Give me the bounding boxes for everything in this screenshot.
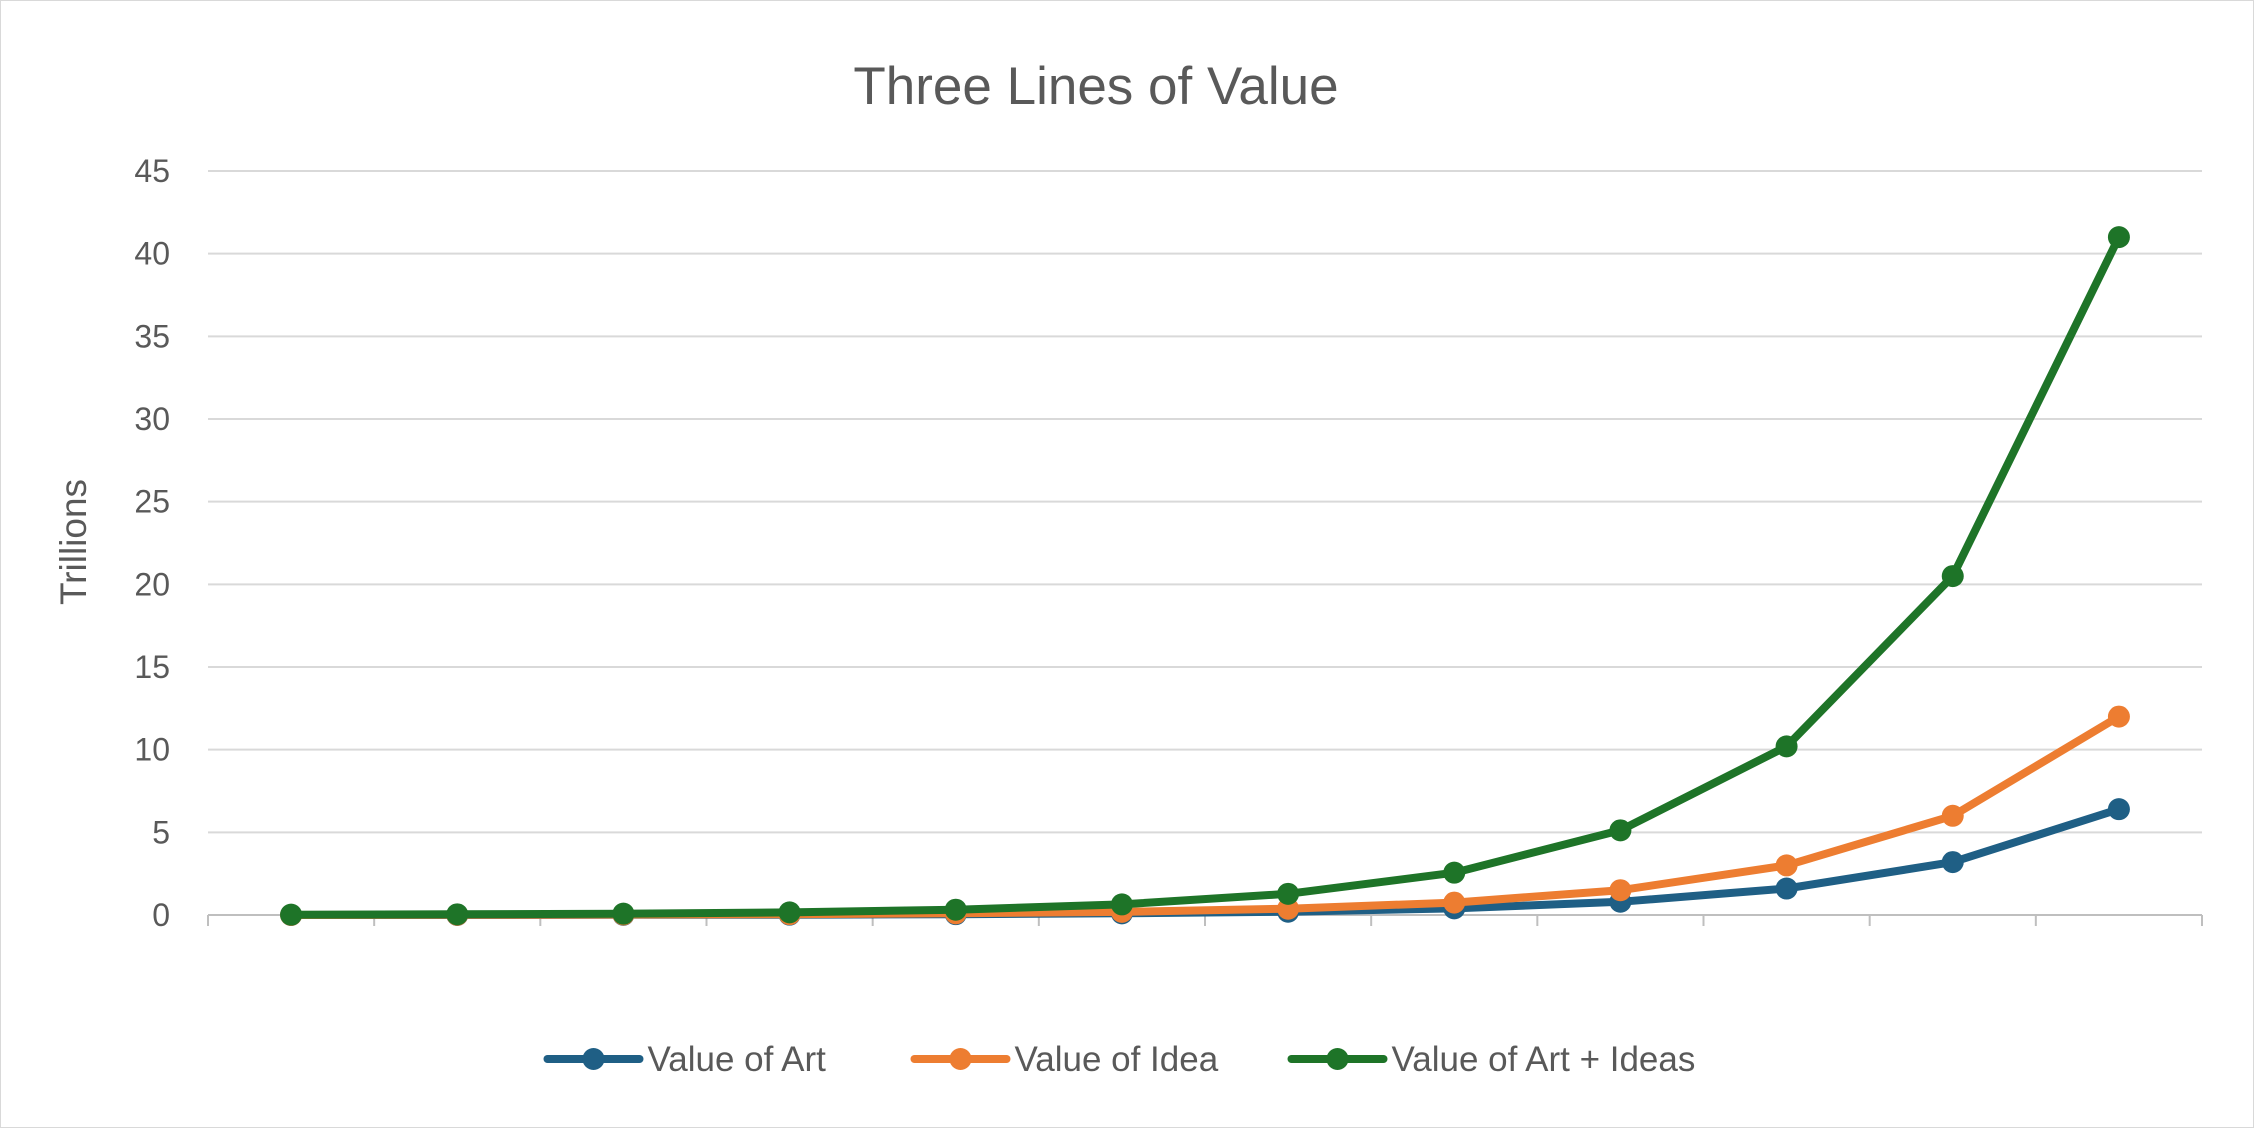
legend-label: Value of Art xyxy=(648,1040,827,1079)
y-axis-tick-labels: 0 5 10 15 20 25 30 35 40 45 xyxy=(134,153,170,933)
legend-marker xyxy=(949,1048,972,1070)
data-point xyxy=(2107,226,2130,249)
data-point xyxy=(446,903,469,926)
data-point xyxy=(1941,804,1964,827)
data-point xyxy=(1775,735,1798,758)
legend-item[interactable]: Value of Idea xyxy=(910,1040,1219,1079)
y-tick-label: 45 xyxy=(134,153,170,189)
legend-marker xyxy=(1326,1048,1349,1070)
data-point xyxy=(944,898,967,921)
y-tick-label: 40 xyxy=(134,236,170,272)
y-tick-label: 5 xyxy=(152,814,170,850)
data-point xyxy=(1277,882,1300,905)
data-point xyxy=(1443,891,1466,914)
data-point xyxy=(1110,893,1133,916)
data-point xyxy=(2107,705,2130,728)
legend-label: Value of Idea xyxy=(1015,1040,1219,1079)
data-point xyxy=(1443,861,1466,884)
legend-label: Value of Art + Ideas xyxy=(1392,1040,1696,1079)
y-axis-title: Trillions xyxy=(53,479,94,605)
y-tick-label: 0 xyxy=(152,897,170,933)
data-point xyxy=(1941,565,1964,588)
y-tick-label: 25 xyxy=(134,484,170,520)
data-point xyxy=(1609,879,1632,902)
series-line xyxy=(287,233,2123,919)
y-tick-label: 10 xyxy=(134,732,170,768)
y-tick-label: 15 xyxy=(134,649,170,685)
data-point xyxy=(1775,854,1798,877)
y-tick-label: 20 xyxy=(134,566,170,602)
data-point xyxy=(1609,819,1632,842)
y-tick-label: 35 xyxy=(134,318,170,354)
y-tick-label: 30 xyxy=(134,401,170,437)
data-point xyxy=(612,902,635,925)
legend-item[interactable]: Value of Art xyxy=(543,1040,827,1079)
data-point xyxy=(1775,877,1798,900)
series-line xyxy=(287,712,2123,919)
chart-title: Three Lines of Value xyxy=(853,57,1338,116)
series-2 xyxy=(280,705,2130,926)
series-group xyxy=(280,226,2130,926)
legend-item[interactable]: Value of Art + Ideas xyxy=(1287,1040,1696,1079)
data-point xyxy=(2107,798,2130,821)
data-point xyxy=(778,901,801,924)
legend: Value of Art Value of Idea Value of Art + … xyxy=(543,1040,1696,1079)
legend-marker xyxy=(582,1048,605,1070)
data-point xyxy=(1941,851,1964,874)
gridlines xyxy=(208,170,2202,834)
data-point xyxy=(280,903,303,926)
series-3 xyxy=(280,226,2130,926)
